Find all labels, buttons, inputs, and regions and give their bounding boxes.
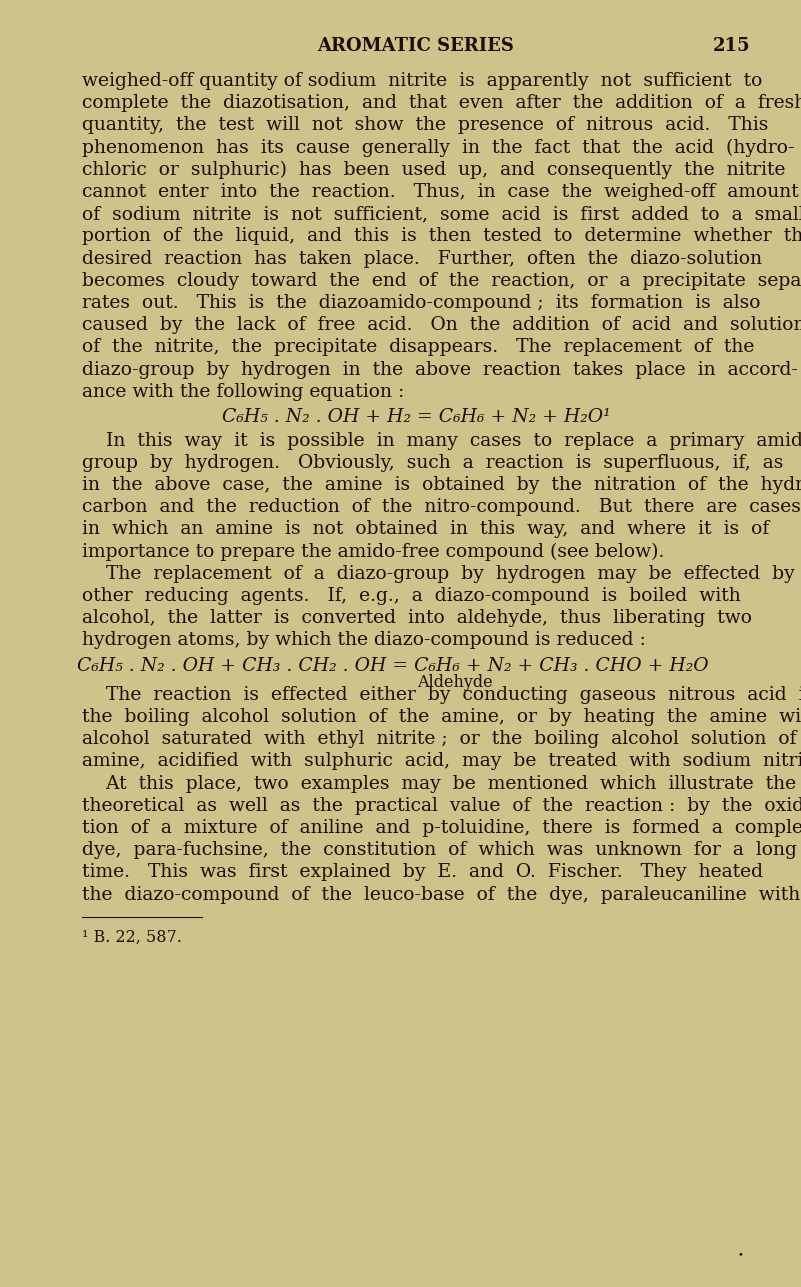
Text: of  sodium  nitrite  is  not  sufficient,  some  acid  is  first  added  to  a  : of sodium nitrite is not sufficient, som… <box>82 205 801 223</box>
Text: in  the  above  case,  the  amine  is  obtained  by  the  nitration  of  the  hy: in the above case, the amine is obtained… <box>82 476 801 494</box>
Text: quantity,  the  test  will  not  show  the  presence  of  nitrous  acid.   This: quantity, the test will not show the pre… <box>82 116 768 134</box>
Text: C₆H₅ . N₂ . OH + CH₃ . CH₂ . OH = C₆H₆ + N₂ + CH₃ . CHO + H₂O: C₆H₅ . N₂ . OH + CH₃ . CH₂ . OH = C₆H₆ +… <box>77 656 709 674</box>
Text: 215: 215 <box>712 37 750 55</box>
Text: The  reaction  is  effected  either  by  conducting  gaseous  nitrous  acid  int: The reaction is effected either by condu… <box>82 686 801 704</box>
Text: importance to prepare the amido-free compound (see below).: importance to prepare the amido-free com… <box>82 543 664 561</box>
Text: in  which  an  amine  is  not  obtained  in  this  way,  and  where  it  is  of: in which an amine is not obtained in thi… <box>82 520 769 538</box>
Text: becomes  cloudy  toward  the  end  of  the  reaction,  or  a  precipitate  sepa-: becomes cloudy toward the end of the rea… <box>82 272 801 290</box>
Text: rates  out.   This  is  the  diazoamido-compound ;  its  formation  is  also: rates out. This is the diazoamido-compou… <box>82 293 760 311</box>
Text: C₆H₅ . N₂ . OH + H₂ = C₆H₆ + N₂ + H₂O¹: C₆H₅ . N₂ . OH + H₂ = C₆H₆ + N₂ + H₂O¹ <box>222 408 610 426</box>
Text: phenomenon  has  its  cause  generally  in  the  fact  that  the  acid  (hydro-: phenomenon has its cause generally in th… <box>82 139 795 157</box>
Text: group  by  hydrogen.   Obviously,  such  a  reaction  is  superfluous,  if,  as: group by hydrogen. Obviously, such a rea… <box>82 454 783 472</box>
Text: complete  the  diazotisation,  and  that  even  after  the  addition  of  a  fre: complete the diazotisation, and that eve… <box>82 94 801 112</box>
Text: In  this  way  it  is  possible  in  many  cases  to  replace  a  primary  amido: In this way it is possible in many cases… <box>82 431 801 449</box>
Text: amine,  acidified  with  sulphuric  acid,  may  be  treated  with  sodium  nitri: amine, acidified with sulphuric acid, ma… <box>82 753 801 771</box>
Text: of  the  nitrite,  the  precipitate  disappears.   The  replacement  of  the: of the nitrite, the precipitate disappea… <box>82 338 755 356</box>
Text: carbon  and  the  reduction  of  the  nitro-compound.   But  there  are  cases: carbon and the reduction of the nitro-co… <box>82 498 801 516</box>
Text: alcohol  saturated  with  ethyl  nitrite ;  or  the  boiling  alcohol  solution : alcohol saturated with ethyl nitrite ; o… <box>82 730 801 748</box>
Text: the  boiling  alcohol  solution  of  the  amine,  or  by  heating  the  amine  w: the boiling alcohol solution of the amin… <box>82 708 801 726</box>
Text: Aldehyde: Aldehyde <box>417 673 493 691</box>
Text: portion  of  the  liquid,  and  this  is  then  tested  to  determine  whether  : portion of the liquid, and this is then … <box>82 228 801 246</box>
Text: At  this  place,  two  examples  may  be  mentioned  which  illustrate  the: At this place, two examples may be menti… <box>82 775 796 793</box>
Text: •: • <box>737 1250 743 1259</box>
Text: the  diazo-compound  of  the  leuco-base  of  the  dye,  paraleucaniline  with: the diazo-compound of the leuco-base of … <box>82 885 800 903</box>
Text: hydrogen atoms, by which the diazo-compound is reduced :: hydrogen atoms, by which the diazo-compo… <box>82 632 646 650</box>
Text: ance with the following equation :: ance with the following equation : <box>82 382 405 400</box>
Text: cannot  enter  into  the  reaction.   Thus,  in  case  the  weighed-off  amount: cannot enter into the reaction. Thus, in… <box>82 183 799 201</box>
Text: desired  reaction  has  taken  place.   Further,  often  the  diazo-solution: desired reaction has taken place. Furthe… <box>82 250 762 268</box>
Text: diazo-group  by  hydrogen  in  the  above  reaction  takes  place  in  accord-: diazo-group by hydrogen in the above rea… <box>82 360 798 378</box>
Text: AROMATIC SERIES: AROMATIC SERIES <box>317 37 514 55</box>
Text: alcohol,  the  latter  is  converted  into  aldehyde,  thus  liberating  two: alcohol, the latter is converted into al… <box>82 609 752 627</box>
Text: The  replacement  of  a  diazo-group  by  hydrogen  may  be  effected  by: The replacement of a diazo-group by hydr… <box>82 565 795 583</box>
Text: caused  by  the  lack  of  free  acid.   On  the  addition  of  acid  and  solut: caused by the lack of free acid. On the … <box>82 317 801 335</box>
Text: other  reducing  agents.   If,  e.g.,  a  diazo-compound  is  boiled  with: other reducing agents. If, e.g., a diazo… <box>82 587 741 605</box>
Text: theoretical  as  well  as  the  practical  value  of  the  reaction :  by  the  : theoretical as well as the practical val… <box>82 797 801 815</box>
Text: ¹ B. 22, 587.: ¹ B. 22, 587. <box>82 929 182 946</box>
Text: tion  of  a  mixture  of  aniline  and  p-toluidine,  there  is  formed  a  comp: tion of a mixture of aniline and p-tolui… <box>82 819 801 837</box>
Text: chloric  or  sulphuric)  has  been  used  up,  and  consequently  the  nitrite: chloric or sulphuric) has been used up, … <box>82 161 786 179</box>
Text: dye,  para-fuchsine,  the  constitution  of  which  was  unknown  for  a  long: dye, para-fuchsine, the constitution of … <box>82 842 797 860</box>
Text: time.   This  was  first  explained  by  E.  and  O.  Fischer.   They  heated: time. This was first explained by E. and… <box>82 864 763 882</box>
Text: weighed-off quantity of sodium  nitrite  is  apparently  not  sufficient  to: weighed-off quantity of sodium nitrite i… <box>82 72 763 90</box>
